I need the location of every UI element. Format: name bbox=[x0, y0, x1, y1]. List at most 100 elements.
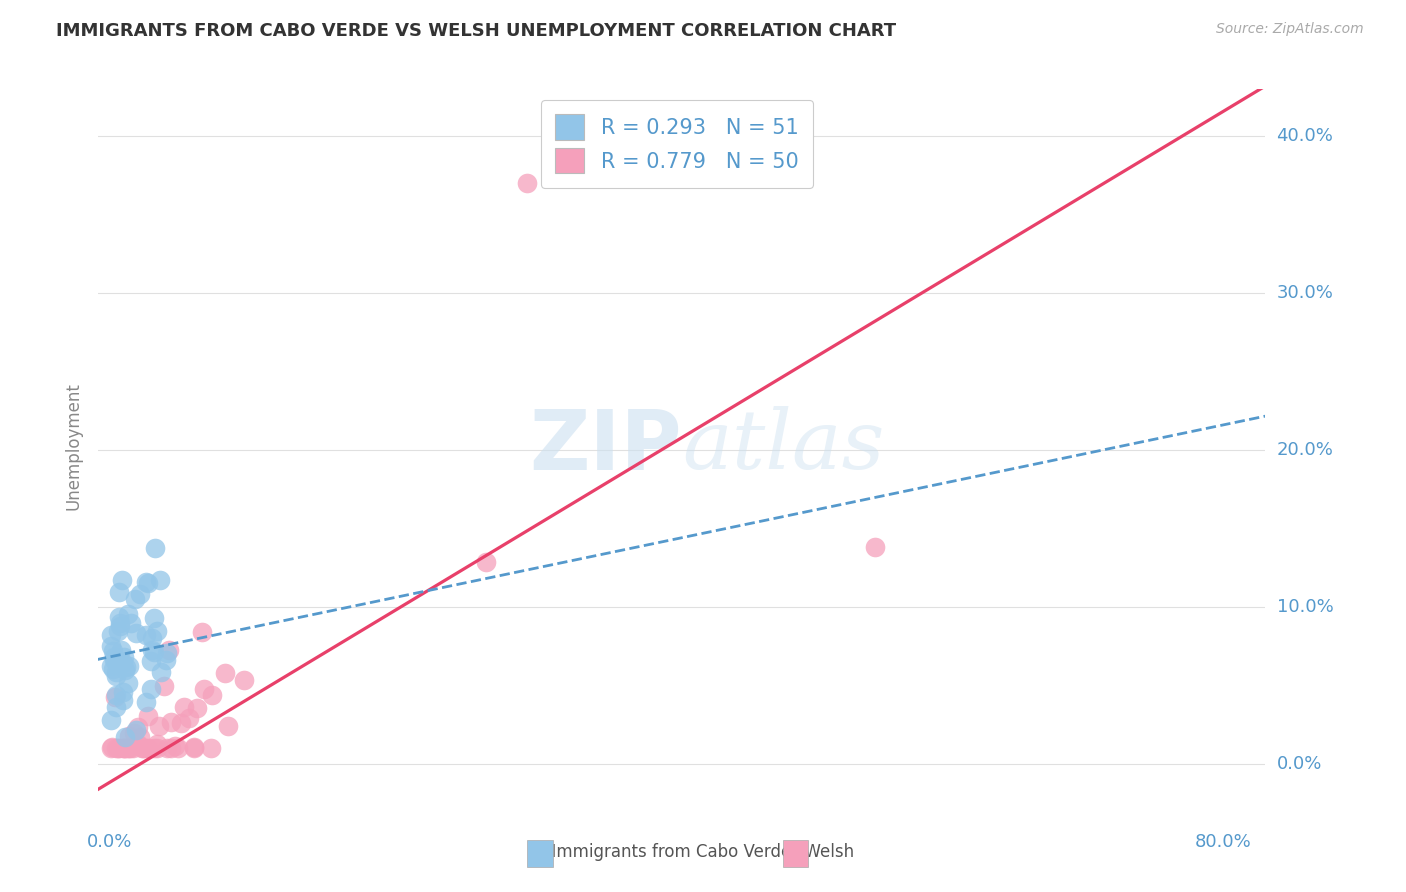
Point bbox=[139, 681, 162, 696]
Point bbox=[132, 740, 155, 755]
Text: 40.0%: 40.0% bbox=[1277, 128, 1333, 145]
Point bbox=[170, 716, 193, 731]
Point bbox=[108, 609, 131, 624]
Point bbox=[127, 720, 149, 734]
Point bbox=[104, 740, 127, 755]
Point bbox=[135, 575, 157, 590]
Point bbox=[141, 643, 163, 657]
Point bbox=[136, 709, 159, 723]
Point bbox=[125, 626, 148, 640]
Text: IMMIGRANTS FROM CABO VERDE VS WELSH UNEMPLOYMENT CORRELATION CHART: IMMIGRANTS FROM CABO VERDE VS WELSH UNEM… bbox=[56, 22, 897, 40]
Text: 0.0%: 0.0% bbox=[1277, 755, 1322, 772]
Point bbox=[105, 669, 128, 683]
Point bbox=[104, 688, 127, 702]
Point bbox=[142, 645, 165, 659]
Legend: R = 0.293   N = 51, R = 0.779   N = 50: R = 0.293 N = 51, R = 0.779 N = 50 bbox=[541, 100, 813, 188]
Point bbox=[124, 726, 146, 740]
Point bbox=[129, 731, 152, 745]
Point bbox=[100, 740, 122, 755]
Text: 0.0%: 0.0% bbox=[87, 833, 132, 851]
Point bbox=[100, 627, 122, 641]
Point bbox=[125, 723, 148, 737]
Point bbox=[114, 740, 136, 755]
Text: 20.0%: 20.0% bbox=[1277, 441, 1333, 458]
Point bbox=[118, 659, 141, 673]
Point bbox=[217, 719, 239, 733]
Point bbox=[193, 682, 215, 697]
Point bbox=[121, 740, 143, 755]
Point bbox=[138, 740, 160, 755]
Point bbox=[118, 740, 141, 755]
Point bbox=[156, 647, 179, 661]
Point bbox=[114, 663, 136, 677]
Point bbox=[183, 740, 205, 755]
Point bbox=[136, 576, 159, 591]
Point bbox=[107, 740, 129, 755]
Point bbox=[142, 611, 165, 625]
Point bbox=[103, 653, 125, 667]
Point bbox=[108, 584, 131, 599]
Text: atlas: atlas bbox=[682, 406, 884, 486]
Point bbox=[114, 731, 136, 745]
Point bbox=[103, 649, 125, 664]
Point bbox=[124, 592, 146, 607]
Text: 10.0%: 10.0% bbox=[1277, 598, 1333, 615]
Point bbox=[139, 654, 162, 668]
Point bbox=[157, 642, 180, 657]
Point bbox=[101, 740, 124, 755]
Point bbox=[156, 740, 179, 755]
Point bbox=[155, 653, 177, 667]
Point bbox=[111, 685, 134, 699]
Point bbox=[105, 665, 128, 680]
Point bbox=[135, 628, 157, 642]
Point bbox=[111, 656, 134, 670]
Point bbox=[191, 624, 214, 639]
Point bbox=[146, 624, 169, 638]
Point bbox=[146, 737, 169, 751]
Point bbox=[104, 690, 127, 704]
Text: 30.0%: 30.0% bbox=[1277, 284, 1333, 302]
Point bbox=[100, 713, 122, 727]
Point bbox=[160, 740, 183, 755]
Point bbox=[200, 740, 222, 755]
Point bbox=[115, 659, 138, 673]
Point bbox=[103, 644, 125, 658]
Point bbox=[111, 573, 134, 587]
Point bbox=[173, 700, 195, 714]
Point bbox=[183, 740, 205, 755]
Point bbox=[120, 615, 142, 630]
Point bbox=[112, 693, 135, 707]
Point bbox=[865, 540, 887, 554]
Point bbox=[143, 541, 166, 556]
Point bbox=[108, 654, 131, 668]
Point bbox=[127, 737, 149, 751]
Text: Welsh: Welsh bbox=[794, 843, 855, 861]
Point bbox=[100, 659, 122, 673]
Point bbox=[233, 673, 256, 687]
Point bbox=[118, 730, 141, 744]
Point bbox=[135, 695, 157, 709]
Point bbox=[150, 665, 173, 679]
Point bbox=[101, 663, 124, 677]
Point bbox=[146, 740, 169, 755]
Text: Immigrants from Cabo Verde: Immigrants from Cabo Verde bbox=[541, 843, 792, 861]
Point bbox=[114, 740, 136, 755]
Point bbox=[152, 679, 174, 693]
Point bbox=[214, 666, 236, 681]
Point bbox=[516, 176, 538, 190]
Point bbox=[201, 688, 224, 702]
Point bbox=[108, 615, 131, 630]
Point bbox=[100, 639, 122, 653]
Point bbox=[107, 624, 129, 639]
Point bbox=[149, 574, 172, 588]
Point bbox=[112, 740, 135, 755]
Point bbox=[131, 740, 153, 755]
Point bbox=[110, 643, 132, 657]
Point bbox=[148, 719, 170, 733]
Point bbox=[117, 607, 139, 621]
Point bbox=[134, 740, 156, 755]
Point bbox=[108, 619, 131, 633]
Y-axis label: Unemployment: Unemployment bbox=[65, 382, 83, 510]
Point bbox=[186, 700, 208, 714]
Point bbox=[143, 740, 166, 755]
